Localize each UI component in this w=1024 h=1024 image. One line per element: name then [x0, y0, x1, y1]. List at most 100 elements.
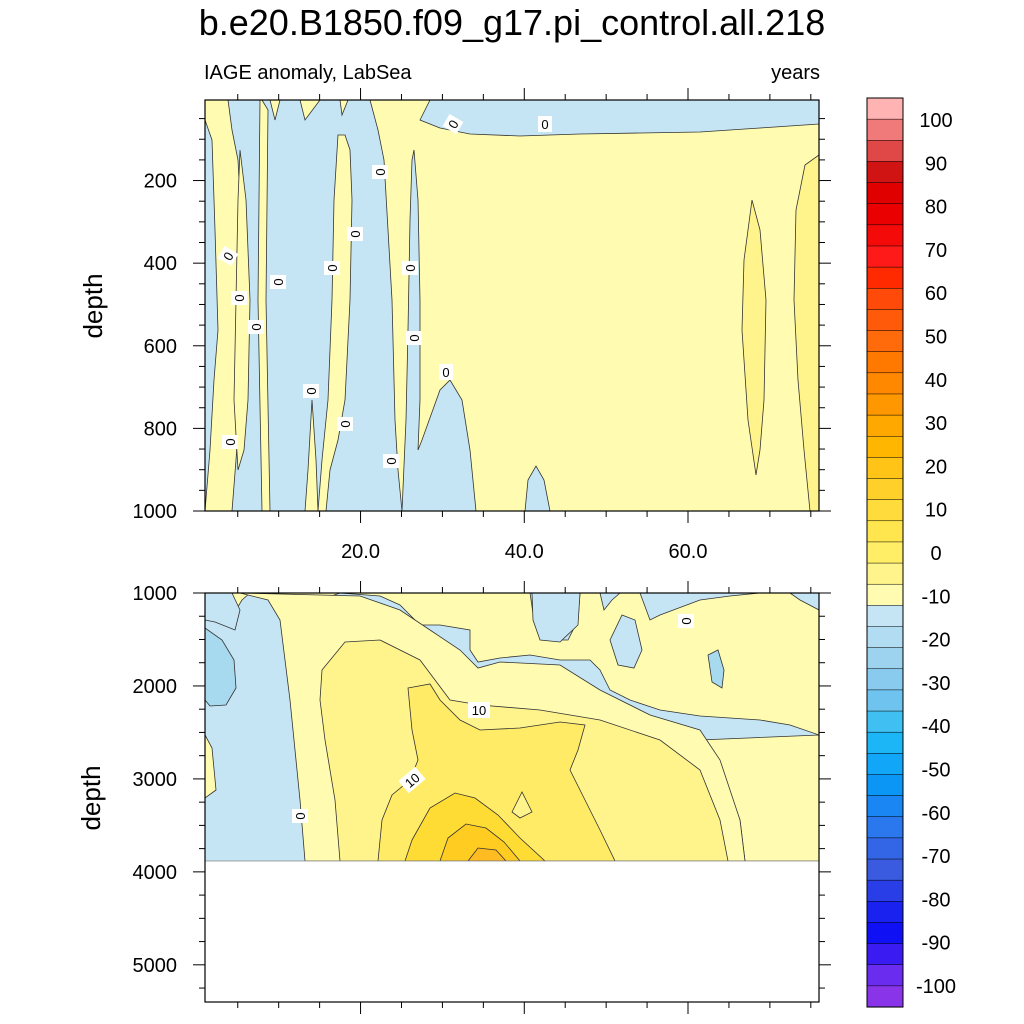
svg-text:0: 0	[541, 117, 548, 132]
lower-y-tick-label: 1000	[133, 583, 178, 605]
svg-text:0: 0	[304, 387, 319, 394]
upper-y-tick-label: 400	[144, 253, 177, 275]
plot-right-string: years	[771, 62, 820, 84]
svg-text:10: 10	[472, 703, 486, 718]
colorbar-label: 50	[925, 327, 947, 349]
upper-y-tick-label: 800	[144, 418, 177, 440]
upper-contour-label: 0	[439, 364, 453, 380]
upper-contour-label: 0	[270, 275, 286, 289]
colorbar-label: 40	[925, 370, 947, 392]
upper-y-tick-label: 600	[144, 336, 177, 358]
upper-positive-lens-b	[793, 154, 819, 511]
upper-contour-label: 0	[538, 116, 552, 132]
upper-y-tick-label: 1000	[133, 501, 178, 523]
colorbar-segment	[866, 605, 904, 628]
colorbar-label: 70	[925, 240, 947, 262]
colorbar-frame	[866, 97, 904, 1008]
colorbar-segment	[866, 520, 904, 543]
upper-y-tick-label: 200	[144, 171, 177, 193]
upper-positive-intrusion-b	[257, 100, 271, 511]
upper-positive-lens-a	[741, 199, 767, 476]
lower-positive-left-wedge	[205, 734, 217, 799]
colorbar-segment	[866, 774, 904, 797]
svg-text:0: 0	[407, 334, 422, 341]
colorbar-segment	[866, 435, 904, 458]
upper-negative-bottom-tongue	[524, 465, 551, 511]
colorbar-label: 100	[919, 110, 952, 132]
colorbar-segment	[866, 837, 904, 860]
lower-y-tick-label: 3000	[133, 769, 178, 791]
upper-contour-panel: 200 400 600 800 1000 20.0 40.0 60.0 depth 0 0 0 0…	[78, 88, 831, 563]
upper-x-tick-label: 20.0	[341, 541, 380, 563]
svg-text:0: 0	[249, 323, 264, 330]
upper-contour-label: 0	[222, 435, 238, 449]
colorbar-segment	[866, 562, 904, 585]
upper-x-tick-label: 40.0	[505, 541, 544, 563]
colorbar-segment	[866, 203, 904, 226]
colorbar-label: 20	[925, 456, 947, 478]
colorbar-label: -20	[922, 630, 951, 652]
upper-contour-label: 0	[217, 245, 239, 267]
upper-contour-label: 0	[303, 384, 319, 398]
lower-frame	[204, 592, 820, 1003]
colorbar-segment	[866, 583, 904, 606]
colorbar-label: -70	[922, 846, 951, 868]
lower-negative-deep-right	[707, 649, 725, 689]
colorbar-segment	[866, 731, 904, 754]
colorbar-label: 0	[930, 543, 941, 565]
lower-y-axis-title: depth	[76, 765, 106, 830]
upper-contour-label: 0	[372, 165, 388, 179]
upper-negative-column-b	[227, 100, 403, 511]
upper-positive-intrusion-a	[233, 149, 251, 471]
colorbar-segment	[866, 478, 904, 501]
colorbar-label: 30	[925, 413, 947, 435]
colorbar-segment	[866, 816, 904, 839]
colorbar-segment	[866, 224, 904, 247]
lower-negative-island-a	[609, 614, 643, 669]
plot-left-string: IAGE anomaly, LabSea	[204, 62, 412, 84]
upper-negative-surface	[419, 100, 819, 137]
upper-contour-label: 0	[383, 454, 399, 468]
colorbar-label: -10	[922, 586, 951, 608]
colorbar: 1009080706050403020100-10-20-30-40-50-60…	[866, 97, 956, 1008]
svg-text:0: 0	[679, 617, 694, 624]
upper-contour-label: 0	[324, 261, 340, 275]
colorbar-segment	[866, 647, 904, 670]
lower-y-tick-label: 2000	[133, 676, 178, 698]
svg-text:0: 0	[373, 168, 388, 175]
colorbar-segment	[866, 245, 904, 268]
upper-contour-label: 0	[337, 417, 353, 431]
svg-text:0: 0	[232, 294, 247, 301]
colorbar-label: -40	[922, 716, 951, 738]
upper-contour-label: 0	[248, 320, 264, 334]
colorbar-segment	[866, 858, 904, 881]
lower-contour-label: 10	[398, 766, 426, 794]
colorbar-label: -100	[916, 976, 956, 998]
colorbar-segment	[866, 668, 904, 691]
lower-level-inner-bump	[511, 791, 533, 819]
svg-text:0: 0	[271, 278, 286, 285]
page-title: b.e20.B1850.f09_g17.pi_control.all.218	[198, 2, 826, 43]
lower-level-20-25	[439, 823, 521, 861]
upper-contour-label: 0	[347, 227, 363, 241]
colorbar-segment	[866, 266, 904, 289]
colorbar-label: 60	[925, 283, 947, 305]
colorbar-segment	[866, 309, 904, 332]
colorbar-label: -80	[922, 889, 951, 911]
svg-text:0: 0	[384, 457, 399, 464]
upper-contour-label: 0	[231, 291, 247, 305]
colorbar-segment	[866, 457, 904, 480]
colorbar-segment	[866, 689, 904, 712]
svg-text:0: 0	[325, 264, 340, 271]
svg-text:0: 0	[338, 420, 353, 427]
lower-negative-left-top	[205, 593, 241, 631]
svg-text:0: 0	[293, 812, 308, 819]
colorbar-segment	[866, 351, 904, 374]
lower-contour-panel: 1000 2000 3000 4000 5000 depth 0 10 10 0	[76, 581, 831, 1014]
colorbar-label: 80	[925, 197, 947, 219]
lower-no-data-area	[205, 861, 819, 1002]
lower-contour-label: 0	[678, 614, 694, 628]
colorbar-segment	[866, 541, 904, 564]
colorbar-segment	[866, 985, 904, 1008]
